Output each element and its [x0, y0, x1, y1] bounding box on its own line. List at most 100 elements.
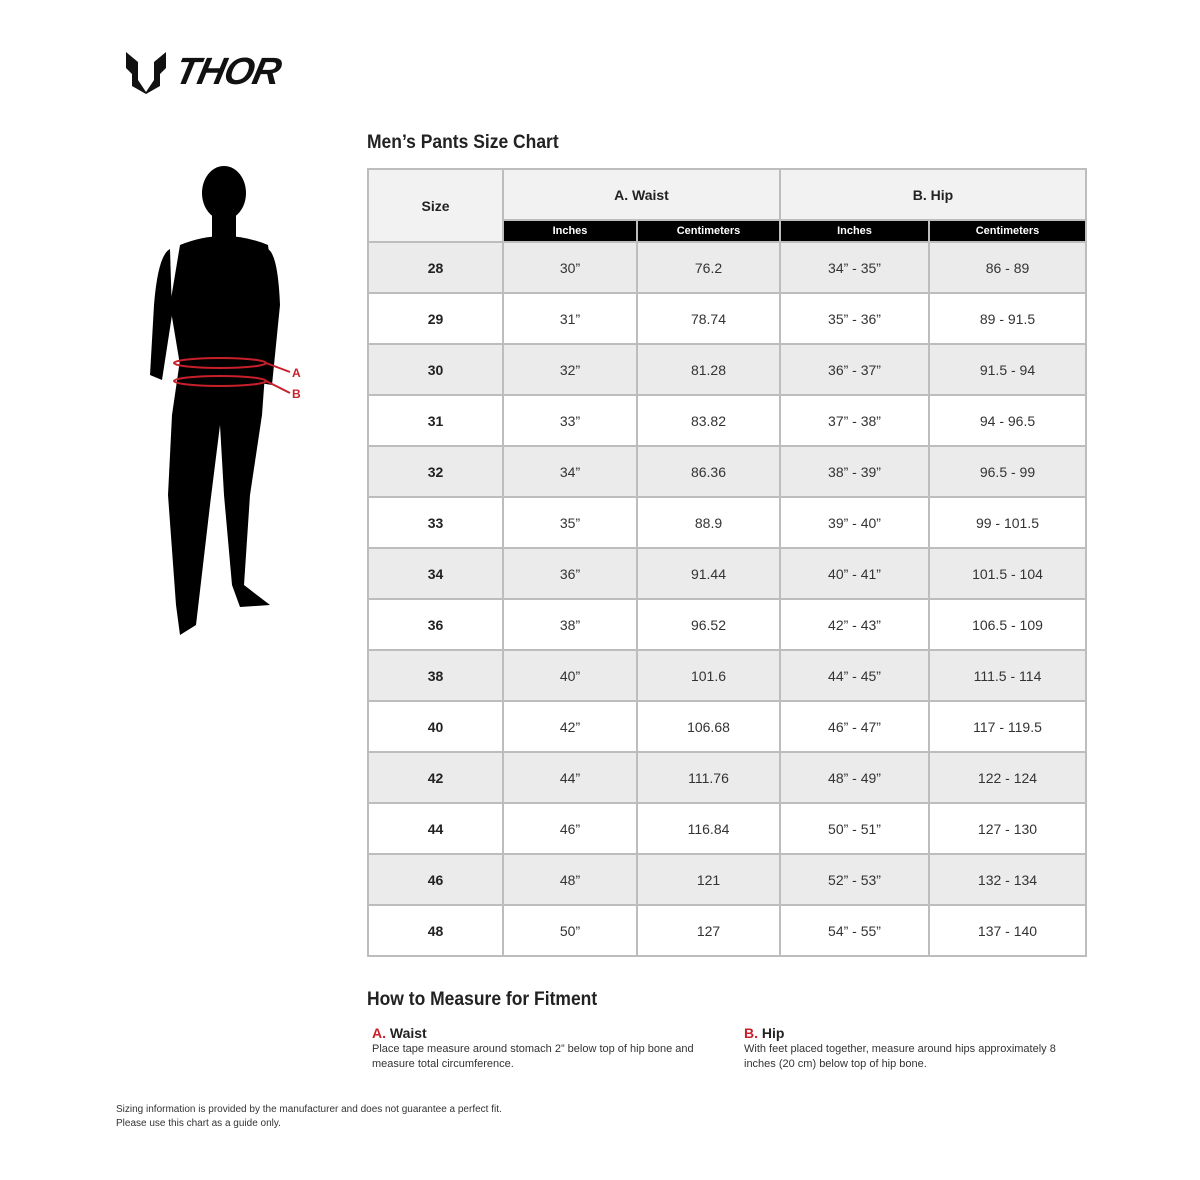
hip-inches-cell: 40” - 41”: [779, 547, 930, 600]
hip-inches-cell: 54” - 55”: [779, 904, 930, 957]
hip-inches-cell: 42” - 43”: [779, 598, 930, 651]
waist-cm-cell: 96.52: [636, 598, 781, 651]
waist-inches-cell: 50”: [502, 904, 638, 957]
table-row: 31 33” 83.82 37” - 38” 94 - 96.5: [367, 394, 1087, 447]
table-row: 46 48” 121 52” - 53” 132 - 134: [367, 853, 1087, 906]
hip-inches-cell: 38” - 39”: [779, 445, 930, 498]
size-cell: 36: [367, 598, 504, 651]
waist-inches-cell: 42”: [502, 700, 638, 753]
waist-text: Place tape measure around stomach 2” bel…: [372, 1043, 694, 1070]
waist-cm-cell: 76.2: [636, 241, 781, 294]
hip-inches-header: Inches: [779, 219, 930, 243]
hip-inches-cell: 46” - 47”: [779, 700, 930, 753]
waist-cm-cell: 88.9: [636, 496, 781, 549]
table-row: 42 44” 111.76 48” - 49” 122 - 124: [367, 751, 1087, 804]
figure-label-a: A: [292, 366, 301, 380]
waist-inches-cell: 44”: [502, 751, 638, 804]
hip-cm-cell: 101.5 - 104: [928, 547, 1087, 600]
waist-cm-cell: 121: [636, 853, 781, 906]
waist-cm-cell: 116.84: [636, 802, 781, 855]
disclaimer: Sizing information is provided by the ma…: [116, 1103, 502, 1131]
hip-inches-cell: 48” - 49”: [779, 751, 930, 804]
hip-inches-cell: 37” - 38”: [779, 394, 930, 447]
waist-cm-cell: 83.82: [636, 394, 781, 447]
waist-inches-cell: 35”: [502, 496, 638, 549]
size-cell: 31: [367, 394, 504, 447]
size-header: Size: [367, 168, 504, 243]
size-cell: 40: [367, 700, 504, 753]
waist-inches-cell: 31”: [502, 292, 638, 345]
hip-cm-cell: 89 - 91.5: [928, 292, 1087, 345]
size-cell: 32: [367, 445, 504, 498]
hip-cm-cell: 122 - 124: [928, 751, 1087, 804]
table-row: 38 40” 101.6 44” - 45” 111.5 - 114: [367, 649, 1087, 702]
size-cell: 29: [367, 292, 504, 345]
size-cell: 33: [367, 496, 504, 549]
hip-inches-cell: 39” - 40”: [779, 496, 930, 549]
hip-cm-cell: 94 - 96.5: [928, 394, 1087, 447]
table-row: 36 38” 96.52 42” - 43” 106.5 - 109: [367, 598, 1087, 651]
table-row: 44 46” 116.84 50” - 51” 127 - 130: [367, 802, 1087, 855]
size-cell: 44: [367, 802, 504, 855]
hip-cm-header: Centimeters: [928, 219, 1087, 243]
hip-inches-cell: 34” - 35”: [779, 241, 930, 294]
size-cell: 38: [367, 649, 504, 702]
measure-title: How to Measure for Fitment: [367, 989, 598, 1010]
brand-wordmark: THOR: [171, 51, 285, 93]
body-silhouette: A B: [150, 166, 301, 635]
hip-cm-cell: 86 - 89: [928, 241, 1087, 294]
waist-inches-cell: 33”: [502, 394, 638, 447]
size-cell: 28: [367, 241, 504, 294]
hip-cm-cell: 127 - 130: [928, 802, 1087, 855]
table-row: 32 34” 86.36 38” - 39” 96.5 - 99: [367, 445, 1087, 498]
hip-cm-cell: 117 - 119.5: [928, 700, 1087, 753]
waist-cm-cell: 106.68: [636, 700, 781, 753]
waist-inches-cell: 40”: [502, 649, 638, 702]
thor-logo-icon: [126, 52, 166, 94]
size-cell: 42: [367, 751, 504, 804]
waist-inches-header: Inches: [502, 219, 638, 243]
size-cell: 48: [367, 904, 504, 957]
size-cell: 46: [367, 853, 504, 906]
hip-cm-cell: 96.5 - 99: [928, 445, 1087, 498]
disclaimer-line: Please use this chart as a guide only.: [116, 1118, 281, 1129]
hip-cm-cell: 132 - 134: [928, 853, 1087, 906]
table-row: 33 35” 88.9 39” - 40” 99 - 101.5: [367, 496, 1087, 549]
waist-letter: A.: [372, 1025, 386, 1041]
disclaimer-line: Sizing information is provided by the ma…: [116, 1104, 502, 1115]
waist-inches-cell: 46”: [502, 802, 638, 855]
waist-cm-cell: 78.74: [636, 292, 781, 345]
waist-inches-cell: 30”: [502, 241, 638, 294]
table-row: 40 42” 106.68 46” - 47” 117 - 119.5: [367, 700, 1087, 753]
waist-name: Waist: [389, 1025, 427, 1041]
table-row: 29 31” 78.74 35” - 36” 89 - 91.5: [367, 292, 1087, 345]
page-title: Men’s Pants Size Chart: [367, 132, 559, 153]
waist-inches-cell: 32”: [502, 343, 638, 396]
waist-cm-cell: 101.6: [636, 649, 781, 702]
size-cell: 34: [367, 547, 504, 600]
waist-instructions: A. Waist Place tape measure around stoma…: [372, 1025, 702, 1072]
table-row: 30 32” 81.28 36” - 37” 91.5 - 94: [367, 343, 1087, 396]
size-cell: 30: [367, 343, 504, 396]
waist-header: A. Waist: [502, 168, 781, 221]
hip-instructions: B. Hip With feet placed together, measur…: [744, 1025, 1074, 1072]
hip-name: Hip: [761, 1025, 785, 1041]
table-row: 48 50” 127 54” - 55” 137 - 140: [367, 904, 1087, 957]
hip-text: With feet placed together, measure aroun…: [744, 1043, 1056, 1070]
waist-cm-cell: 127: [636, 904, 781, 957]
figure-label-b: B: [292, 387, 301, 401]
waist-cm-cell: 81.28: [636, 343, 781, 396]
hip-inches-cell: 35” - 36”: [779, 292, 930, 345]
table-row: 28 30” 76.2 34” - 35” 86 - 89: [367, 241, 1087, 294]
waist-cm-cell: 111.76: [636, 751, 781, 804]
hip-letter: B.: [744, 1025, 758, 1041]
waist-inches-cell: 36”: [502, 547, 638, 600]
hip-inches-cell: 36” - 37”: [779, 343, 930, 396]
hip-inches-cell: 52” - 53”: [779, 853, 930, 906]
hip-cm-cell: 91.5 - 94: [928, 343, 1087, 396]
waist-cm-cell: 86.36: [636, 445, 781, 498]
hip-inches-cell: 44” - 45”: [779, 649, 930, 702]
hip-header: B. Hip: [779, 168, 1087, 221]
hip-cm-cell: 111.5 - 114: [928, 649, 1087, 702]
table-row: 34 36” 91.44 40” - 41” 101.5 - 104: [367, 547, 1087, 600]
